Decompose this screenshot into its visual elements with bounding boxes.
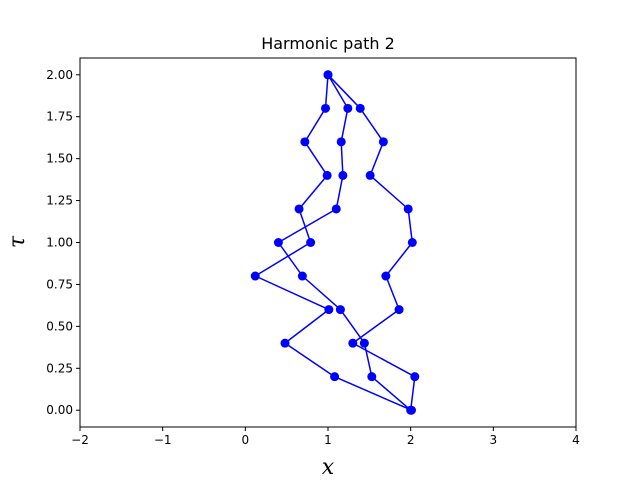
data-point — [297, 271, 307, 281]
x-tick-label: 0 — [242, 433, 250, 447]
y-tick-label: 1.75 — [46, 110, 73, 124]
data-point — [378, 137, 388, 147]
data-point — [348, 338, 358, 348]
data-point — [323, 70, 333, 80]
y-tick-label: 0.75 — [46, 277, 73, 291]
data-point — [330, 372, 340, 382]
y-tick-label: 0.00 — [46, 403, 73, 417]
data-point — [322, 170, 332, 180]
x-axis-ticks: −2 −1 0 1 2 3 4 — [71, 427, 580, 447]
data-point — [335, 305, 345, 315]
data-point — [403, 204, 413, 214]
y-tick-label: 0.50 — [46, 319, 73, 333]
y-axis-label: τ — [5, 235, 30, 248]
x-tick-label: 3 — [490, 433, 498, 447]
data-point — [406, 405, 416, 415]
data-point — [359, 338, 369, 348]
x-tick-label: 1 — [324, 433, 332, 447]
data-point — [407, 238, 417, 247]
data-point — [367, 372, 377, 382]
y-tick-label: 1.25 — [46, 194, 73, 208]
y-tick-label: 1.00 — [46, 236, 73, 250]
x-axis-label: x — [322, 455, 335, 480]
plot-frame — [79, 57, 577, 428]
data-point — [394, 305, 404, 315]
x-tick-label: 2 — [407, 433, 415, 447]
data-point — [381, 271, 391, 281]
data-point — [331, 204, 341, 214]
plot-layer — [250, 70, 420, 415]
data-point — [355, 103, 365, 113]
data-point — [306, 238, 316, 247]
x-tick-label: −2 — [71, 433, 89, 447]
data-point — [324, 305, 334, 315]
x-tick-label: −1 — [154, 433, 172, 447]
data-point — [300, 137, 310, 147]
data-point — [343, 103, 353, 113]
y-tick-label: 0.25 — [46, 361, 73, 375]
x-tick-label: 4 — [572, 433, 580, 447]
data-point — [338, 170, 348, 180]
data-point — [321, 103, 331, 113]
data-point — [336, 137, 346, 147]
data-point — [410, 372, 420, 382]
y-axis-ticks: 0.00 0.25 0.50 0.75 1.00 1.25 1.50 1.75 2.00 — [46, 68, 80, 417]
data-point — [273, 238, 283, 247]
data-point — [250, 271, 260, 281]
data-point — [294, 204, 304, 214]
chart-title: Harmonic path 2 — [261, 34, 395, 53]
data-point — [280, 338, 290, 348]
data-point — [365, 170, 375, 180]
y-tick-label: 2.00 — [46, 68, 73, 82]
y-tick-label: 1.50 — [46, 152, 73, 166]
